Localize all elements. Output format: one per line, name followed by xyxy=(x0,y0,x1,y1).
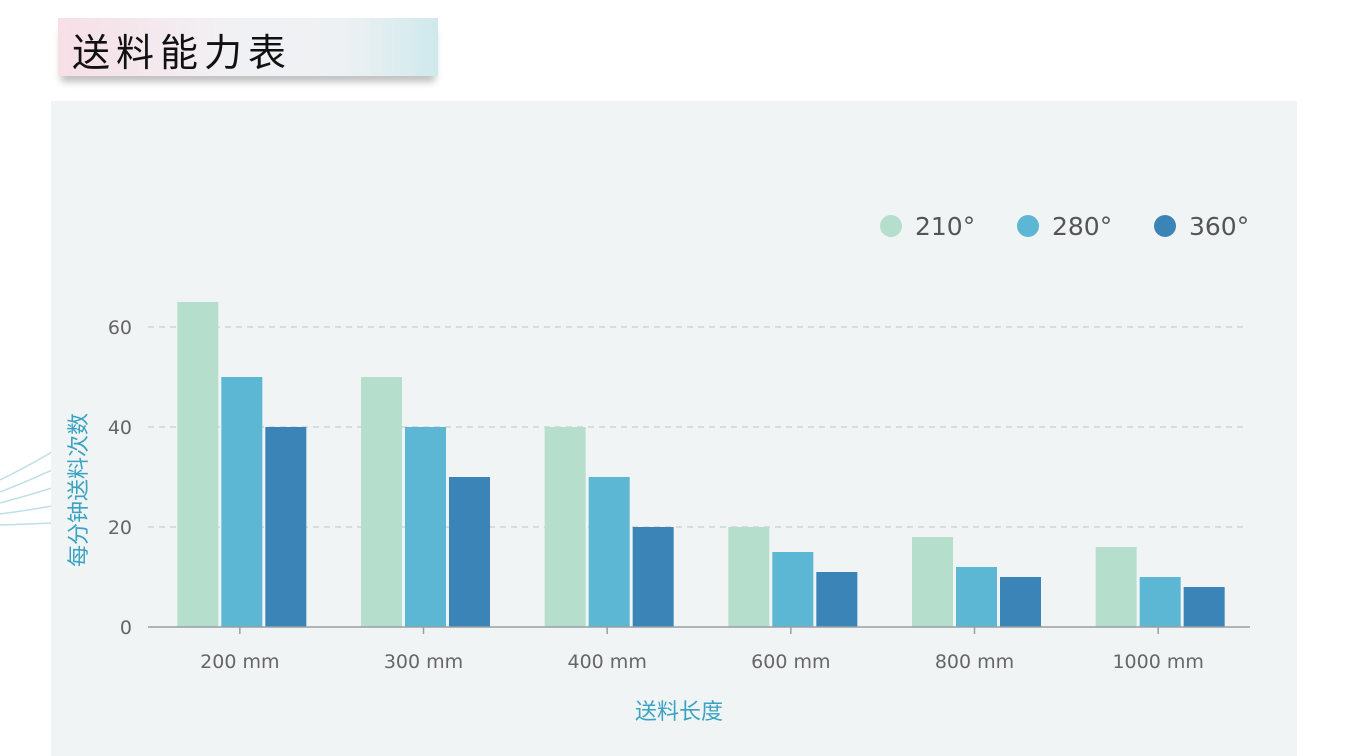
bar-2-3 xyxy=(588,477,630,627)
bar-1-6 xyxy=(1095,547,1137,627)
y-tick-label: 60 xyxy=(108,317,132,339)
x-tick-label: 1000 mm xyxy=(1112,651,1203,673)
x-axis-title: 送料长度 xyxy=(635,700,723,725)
bar-3-3 xyxy=(632,527,674,627)
bar-3-5 xyxy=(1000,577,1041,627)
y-axis-title: 每分钟送料次数 xyxy=(67,413,92,567)
bar-1-3 xyxy=(544,427,586,627)
grid-lines xyxy=(148,326,1245,528)
legend: 210° 280° 360° xyxy=(880,212,1249,241)
bar-2-2 xyxy=(405,427,446,627)
bar-3-2 xyxy=(449,477,490,627)
x-axis-ticks: 200 mm 300 mm 400 mm 600 mm 800 mm 1000 mm xyxy=(200,627,1204,673)
legend-marker xyxy=(1017,215,1039,237)
bars xyxy=(177,302,1225,627)
title-banner xyxy=(58,18,438,76)
legend-label: 360° xyxy=(1189,212,1249,241)
bar-3-1 xyxy=(265,427,307,627)
bar-2-4 xyxy=(772,552,814,627)
legend-marker xyxy=(1154,215,1176,237)
y-axis-ticks: 0 20 40 60 xyxy=(108,317,132,639)
bar-3-6 xyxy=(1183,587,1225,627)
y-tick-label: 20 xyxy=(108,517,132,539)
x-tick-label: 200 mm xyxy=(200,651,279,673)
bar-2-5 xyxy=(956,567,997,627)
legend-label: 280° xyxy=(1052,212,1112,241)
bar-1-4 xyxy=(728,527,770,627)
bar-2-6 xyxy=(1139,577,1181,627)
legend-label: 210° xyxy=(915,212,975,241)
bar-3-4 xyxy=(816,572,858,627)
decorative-curves xyxy=(0,451,52,526)
bar-2-1 xyxy=(221,377,263,627)
x-tick-label: 300 mm xyxy=(384,651,463,673)
x-tick-label: 600 mm xyxy=(751,651,830,673)
page-title: 送料能力表 xyxy=(72,31,293,75)
bar-1-2 xyxy=(361,377,402,627)
y-tick-label: 40 xyxy=(108,417,132,439)
x-tick-label: 800 mm xyxy=(935,651,1014,673)
legend-marker xyxy=(880,215,902,237)
bar-1-5 xyxy=(912,537,953,627)
bar-1-1 xyxy=(177,302,219,627)
y-tick-label: 0 xyxy=(120,617,132,639)
x-tick-label: 400 mm xyxy=(568,651,647,673)
